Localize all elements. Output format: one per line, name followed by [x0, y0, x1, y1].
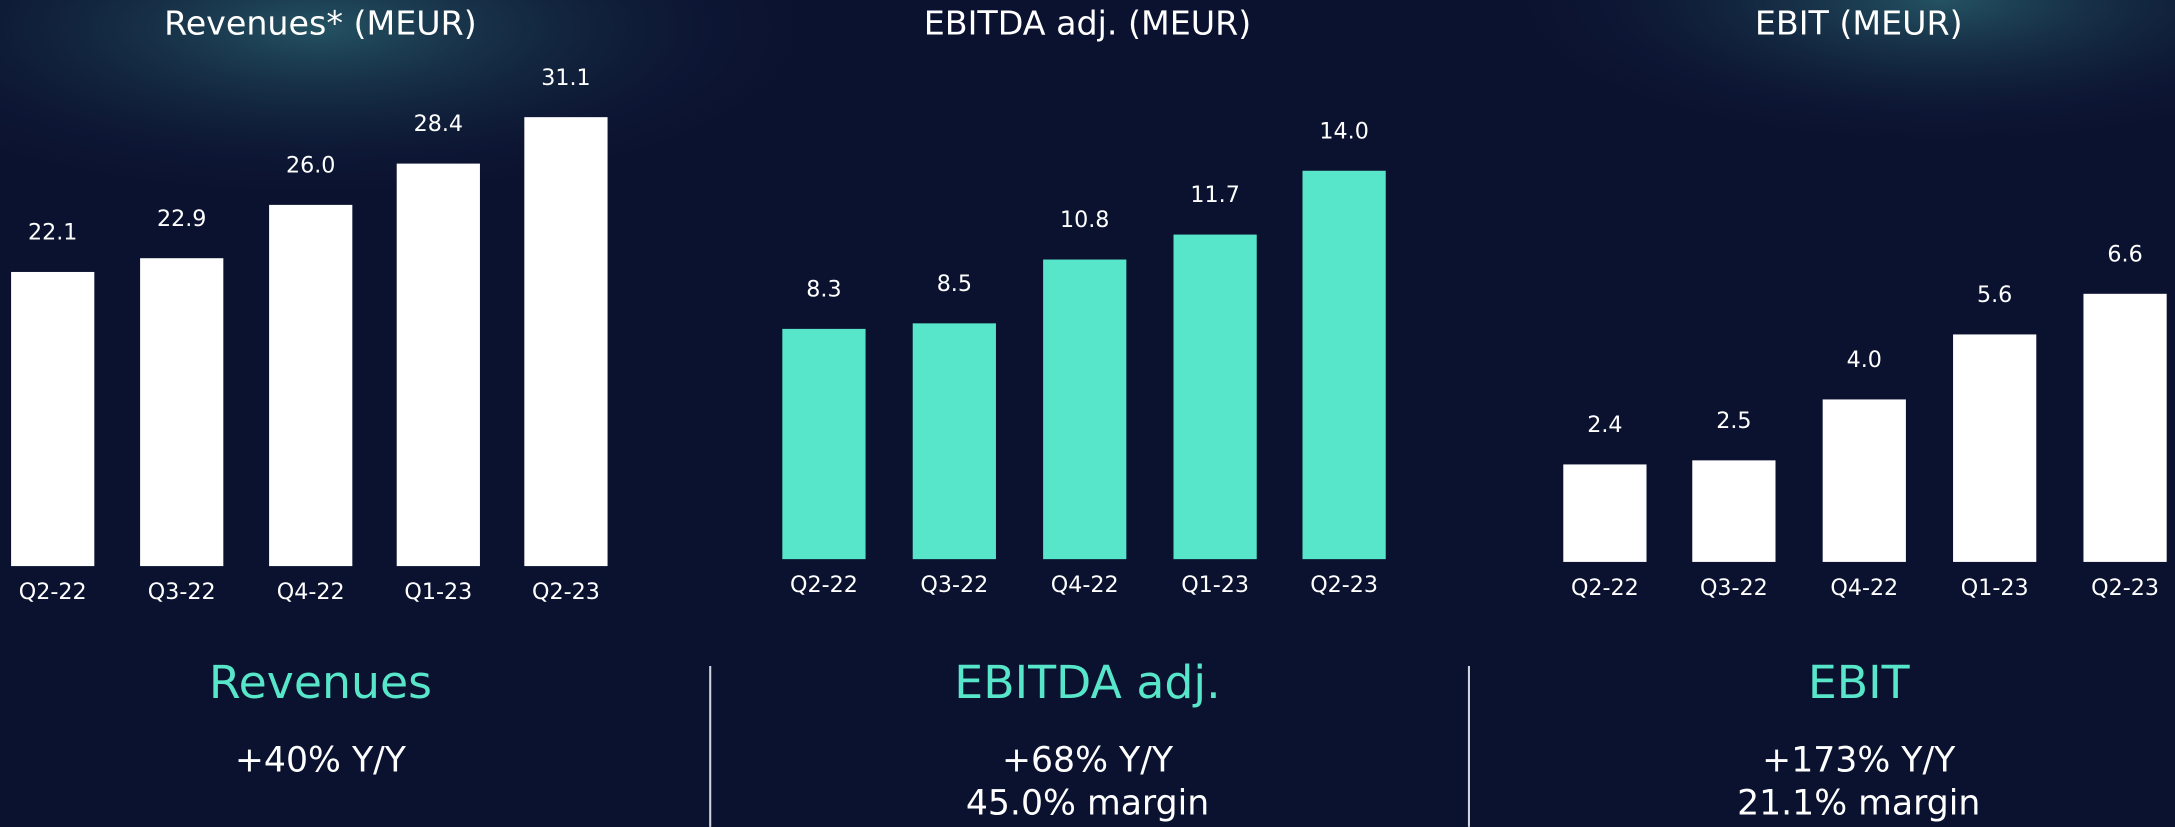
summary-heading: EBITDA adj. [954, 656, 1220, 709]
chart-title: EBITDA adj. (MEUR) [924, 4, 1252, 43]
x-tick-label: Q4-22 [1051, 572, 1119, 598]
bar [1692, 460, 1776, 562]
x-tick-label: Q2-23 [1310, 572, 1378, 598]
value-label: 22.9 [157, 206, 206, 232]
x-tick-label: Q4-22 [1830, 575, 1898, 601]
value-label: 26.0 [286, 153, 335, 179]
summary-line: 45.0% margin [966, 784, 1209, 824]
value-label: 28.4 [414, 111, 463, 137]
bar [1043, 259, 1127, 560]
x-tick-label: Q4-22 [277, 579, 345, 605]
value-label: 4.0 [1847, 347, 1882, 373]
summary-line: 21.1% margin [1737, 784, 1980, 824]
x-tick-label: Q2-22 [19, 579, 87, 605]
x-tick-label: Q2-23 [532, 579, 600, 605]
bar [1173, 234, 1257, 560]
value-label: 8.5 [937, 271, 972, 297]
bar [2083, 293, 2167, 562]
bar [782, 328, 866, 560]
x-tick-label: Q1-23 [404, 579, 472, 605]
summary-line: +40% Y/Y [235, 741, 407, 781]
value-label: 11.7 [1190, 182, 1239, 208]
bar [269, 204, 353, 567]
chart-title: EBIT (MEUR) [1755, 4, 1963, 43]
summary-heading: EBIT [1808, 656, 1911, 709]
x-tick-label: Q3-22 [1700, 575, 1768, 601]
x-tick-label: Q1-23 [1181, 572, 1249, 598]
bar [1302, 170, 1386, 560]
bar [140, 258, 224, 567]
value-label: 2.5 [1716, 408, 1751, 434]
value-label: 22.1 [28, 220, 77, 246]
x-tick-label: Q2-22 [790, 572, 858, 598]
glow [0, 0, 846, 209]
summary-line: +173% Y/Y [1762, 741, 1956, 781]
value-label: 31.1 [541, 65, 590, 91]
bar [396, 163, 480, 567]
value-label: 10.8 [1060, 207, 1109, 233]
value-label: 2.4 [1587, 412, 1622, 438]
x-tick-label: Q3-22 [920, 572, 988, 598]
bar [11, 271, 95, 567]
summary-line: +68% Y/Y [1002, 741, 1174, 781]
bar [912, 323, 996, 560]
bar [1563, 464, 1647, 562]
glow [1484, 0, 2175, 153]
bar [524, 117, 608, 567]
x-tick-label: Q1-23 [1961, 575, 2029, 601]
x-tick-label: Q3-22 [148, 579, 216, 605]
chart-title: Revenues* (MEUR) [164, 4, 477, 43]
value-label: 6.6 [2107, 241, 2142, 267]
value-label: 5.6 [1977, 282, 2012, 308]
bar [1822, 399, 1906, 562]
summary-heading: Revenues [209, 656, 432, 709]
bar [1953, 334, 2037, 562]
value-label: 8.3 [806, 277, 841, 303]
x-tick-label: Q2-23 [2091, 575, 2159, 601]
x-tick-label: Q2-22 [1571, 575, 1639, 601]
value-label: 14.0 [1319, 118, 1368, 144]
